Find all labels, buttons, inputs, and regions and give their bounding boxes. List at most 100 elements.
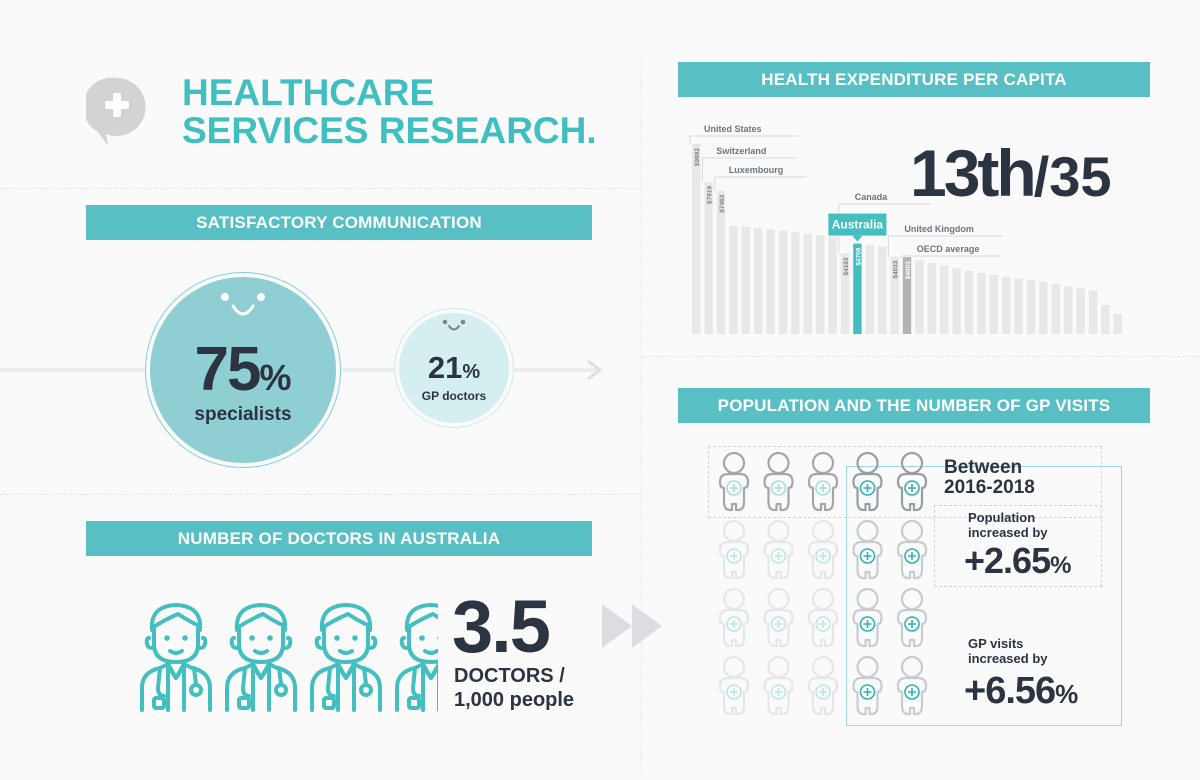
expenditure-bar <box>1064 286 1073 334</box>
specialists-label: specialists <box>194 404 292 425</box>
expenditure-chart: United States $9892 Switzerland $7919 Luxemb… <box>689 124 1122 334</box>
person-icon <box>718 451 750 512</box>
rank-stat: 13th/35 <box>910 128 1112 237</box>
person-icon <box>763 587 794 648</box>
expenditure-bar <box>940 265 949 334</box>
expenditure-bar <box>692 144 701 334</box>
population-unit: % <box>1050 552 1072 579</box>
expenditure-bar <box>1088 290 1098 334</box>
annotation-label: OECD average <box>917 244 980 254</box>
population-label-line-2: increased by <box>968 525 1048 540</box>
australia-label: Australia <box>828 213 887 242</box>
expenditure-bar <box>902 257 912 334</box>
double-arrow-icon <box>602 604 664 653</box>
person-icon <box>852 451 883 512</box>
gp-value: 21 <box>427 350 463 385</box>
australia-label-text: Australia <box>832 218 884 232</box>
communication-banner: SATISFACTORY COMMUNICATION <box>86 205 592 240</box>
gp-label: GP doctors <box>421 389 487 403</box>
doctors-banner: NUMBER OF DOCTORS IN AUSTRALIA <box>86 521 592 556</box>
people-grid <box>718 451 928 716</box>
divider-right <box>641 356 1200 357</box>
title-line-1: HEALTHCARE <box>182 72 435 113</box>
expenditure-bar <box>1014 278 1023 334</box>
expenditure-bar <box>1101 305 1110 334</box>
doctor-icon <box>225 603 297 712</box>
person-icon <box>807 519 839 580</box>
doctors-label-line-1: DOCTORS / <box>454 665 565 687</box>
expenditure-bar <box>915 260 924 334</box>
expenditure-bar <box>890 256 899 334</box>
gp-visits-label-line-1: GP visits <box>968 636 1024 651</box>
annotation-label: United Kingdom <box>904 224 974 234</box>
expenditure-bar <box>1002 276 1011 334</box>
value-label: $7463 <box>719 194 726 212</box>
arrow-head-icon <box>582 358 606 387</box>
population-row-frame <box>708 446 1102 518</box>
expenditure-bar <box>1026 280 1036 334</box>
person-icon <box>763 655 794 716</box>
person-icon <box>852 519 883 580</box>
gp-stat: 21% <box>399 350 509 386</box>
expenditure-bar <box>989 275 998 334</box>
population-label-line-1: Population <box>968 510 1036 525</box>
doctor-figures <box>138 600 438 715</box>
doctor-icon <box>395 603 438 712</box>
gp-visits-unit: % <box>1055 679 1079 709</box>
doctors-label-line-2: 1,000 people <box>454 689 575 711</box>
expenditure-bar <box>840 253 850 334</box>
gp-visits-stat: +6.56% <box>964 670 1078 713</box>
value-label: $4003 <box>905 261 912 279</box>
annotation-label: United States <box>704 124 762 134</box>
divider-top-left <box>0 188 641 189</box>
expenditure-bar <box>704 181 713 334</box>
rank-total: /35 <box>1033 145 1112 208</box>
between-line-1: Between <box>944 457 1023 478</box>
expenditure-bar <box>791 232 800 334</box>
population-stat-frame <box>934 505 1102 587</box>
gp-visits-label: GP visits increased by <box>968 636 1048 666</box>
expenditure-bar <box>977 272 986 334</box>
expenditure-bar <box>878 246 887 334</box>
person-icon <box>896 519 928 580</box>
expenditure-bar <box>865 244 874 334</box>
person-icon <box>718 587 750 648</box>
specialists-value: 75 <box>194 335 262 404</box>
expenditure-bar <box>927 262 936 334</box>
expenditure-bar <box>1051 284 1060 334</box>
doctors-value: 3.5 <box>452 585 551 668</box>
expenditure-bar <box>803 233 812 334</box>
population-label: Population increased by <box>968 510 1048 540</box>
person-icon <box>896 655 928 716</box>
value-label: $9892 <box>694 148 701 166</box>
expenditure-bar <box>853 243 862 334</box>
value-label: $4033 <box>893 260 900 278</box>
value-label: $7919 <box>707 186 714 204</box>
expenditure-bar <box>754 228 763 334</box>
expenditure-bar <box>1113 313 1122 334</box>
person-icon <box>718 655 750 716</box>
rank-value: 13th <box>910 136 1037 210</box>
gp-visits-value: +6.56 <box>964 670 1056 712</box>
specialists-circle <box>150 277 336 463</box>
person-icon <box>807 655 839 716</box>
gp-unit: % <box>462 361 481 383</box>
person-icon <box>896 451 928 512</box>
vertical-divider <box>641 60 642 775</box>
annotation-label: Canada <box>855 192 889 202</box>
expenditure-bar <box>729 226 738 334</box>
doctor-icon <box>140 603 212 712</box>
person-icon <box>718 519 750 580</box>
annotation-label: Luxembourg <box>729 165 784 175</box>
expenditure-bar <box>952 268 961 334</box>
divider-mid-left <box>0 494 641 495</box>
person-icon <box>896 587 928 648</box>
value-label: $4708 <box>855 247 862 265</box>
between-line-2: 2016-2018 <box>944 477 1035 498</box>
smiley-icon <box>218 290 268 327</box>
person-icon <box>763 451 794 512</box>
person-icon <box>763 519 794 580</box>
expenditure-bar <box>778 230 788 334</box>
gp-visits-frame <box>846 466 1122 726</box>
expenditure-bar <box>766 229 775 334</box>
